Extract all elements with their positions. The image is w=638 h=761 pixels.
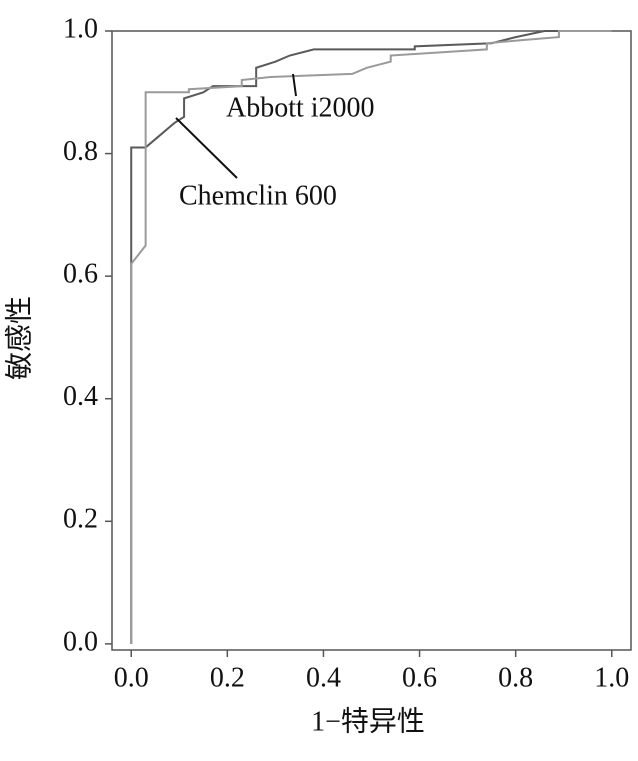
leader-line [292, 73, 297, 97]
x-tick-label: 1.0 [594, 662, 629, 693]
y-axis-label: 敏感性 [3, 296, 35, 380]
plot-frame [111, 30, 632, 651]
series-label: Chemclin 600 [179, 180, 337, 211]
x-tick-label: 0.0 [114, 662, 149, 693]
roc-curve [130, 30, 612, 644]
x-tick-label: 0.2 [210, 662, 245, 693]
y-tick-label: 0.4 [63, 381, 98, 412]
y-tick-label: 0.0 [63, 626, 98, 657]
leader-line [175, 117, 238, 179]
y-tick-label: 0.8 [63, 136, 98, 167]
y-tick-label: 1.0 [63, 13, 98, 44]
y-tick-label: 0.6 [63, 259, 98, 290]
series-label: Abbott i2000 [226, 92, 375, 123]
y-tick-label: 0.2 [63, 504, 98, 535]
roc-curve [130, 30, 612, 644]
x-tick-label: 0.8 [498, 662, 533, 693]
x-tick-label: 0.4 [306, 662, 341, 693]
x-axis-label: 1−特异性 [311, 705, 425, 737]
x-tick-label: 0.6 [402, 662, 437, 693]
